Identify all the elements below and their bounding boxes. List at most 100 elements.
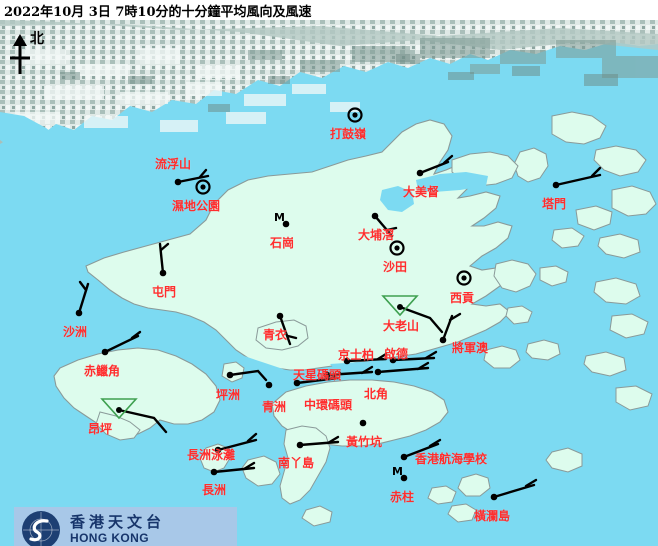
station-label-18: 北角 <box>364 387 389 401</box>
station-marker-6[interactable] <box>371 212 379 220</box>
station-marker-28[interactable] <box>400 474 408 482</box>
station-marker-1[interactable] <box>174 178 182 186</box>
station-marker-8[interactable] <box>159 269 167 277</box>
wind-barb-ngong-ping <box>117 408 168 434</box>
station-marker-7[interactable] <box>389 240 405 256</box>
wind-barb-lamma-island <box>298 435 340 447</box>
wind-barb-cheung-chau-beach <box>216 432 258 452</box>
station-marker-25[interactable] <box>296 441 304 449</box>
station-label-28: 赤柱 <box>390 490 415 504</box>
station-marker-12[interactable] <box>101 348 109 356</box>
station-label-1: 流浮山 <box>155 157 192 171</box>
wind-barb-waglan-island <box>492 478 538 499</box>
title-bar: 2022年10月 3日 7時10分的十分鐘平均風向及風速 <box>0 0 658 20</box>
station-label-8: 屯門 <box>152 285 177 299</box>
station-marker-14[interactable] <box>439 336 447 344</box>
station-label-29: 橫瀾島 <box>474 509 511 523</box>
station-marker-24[interactable] <box>210 468 218 476</box>
station-marker-4[interactable] <box>552 181 560 189</box>
station-marker-27[interactable] <box>400 453 408 461</box>
wind-barb-sha-chau <box>77 280 90 315</box>
station-label-17: 天星碼頭 <box>293 368 342 382</box>
wind-barb-sea-school <box>402 438 442 459</box>
mainland-china-landmass <box>0 20 658 170</box>
station-marker-19[interactable] <box>293 379 301 387</box>
station-marker-22[interactable] <box>100 398 138 420</box>
wind-barb-tai-mei-tuk <box>418 154 454 175</box>
wind-barb-tuen-mun <box>158 242 170 275</box>
station-label-7: 沙田 <box>383 260 408 274</box>
wind-barb-tsing-yi <box>278 314 298 346</box>
station-label-23: 長洲泳灘 <box>187 448 236 462</box>
wind-barb-central-pier <box>295 371 342 385</box>
wind-barb-tseung-kwan-o <box>441 312 462 342</box>
logo-chinese-name: 香港天文台 <box>70 513 166 531</box>
station-marker-9[interactable] <box>75 309 83 317</box>
station-marker-0[interactable] <box>347 107 363 123</box>
station-marker-5[interactable] <box>282 220 290 228</box>
station-marker-2[interactable] <box>195 179 211 195</box>
marine-marker-letter: M <box>392 465 403 478</box>
page-title: 2022年10月 3日 7時10分的十分鐘平均風向及風速 <box>4 5 312 20</box>
wind-barb-cheung-chau <box>212 461 256 474</box>
station-label-5: 石崗 <box>270 236 295 250</box>
station-label-19: 中環碼頭 <box>304 398 353 412</box>
station-marker-17[interactable] <box>323 371 331 379</box>
station-label-20: 青洲 <box>262 400 287 414</box>
map-canvas[interactable]: 北 打鼓嶺流浮山濕地公園 大美督塔門 M 石崗 大埔滘沙田屯門沙洲 西貢大老山赤鱲角 青衣將… <box>0 20 658 546</box>
station-marker-15[interactable] <box>343 357 351 365</box>
station-marker-26[interactable] <box>359 419 367 427</box>
station-label-2: 濕地公園 <box>172 199 221 213</box>
station-markers <box>75 107 560 501</box>
station-label-16: 啟德 <box>384 347 409 361</box>
station-marker-18[interactable] <box>374 368 382 376</box>
station-label-3: 大美督 <box>403 185 440 199</box>
station-marker-21[interactable] <box>226 371 234 379</box>
wind-barbs <box>77 154 602 499</box>
station-label-22: 昂坪 <box>88 422 113 436</box>
station-label-11: 大老山 <box>383 319 420 333</box>
station-label-10: 西貢 <box>450 291 475 305</box>
wind-barb-kai-tak <box>391 350 438 362</box>
station-label-13: 青衣 <box>263 328 288 342</box>
wind-barb-star-ferry <box>325 365 374 377</box>
station-label-21: 坪洲 <box>216 388 241 402</box>
station-label-9: 沙洲 <box>63 325 88 339</box>
hong-kong-landmass <box>53 111 657 527</box>
wind-barb-tai-po-kau <box>373 214 398 238</box>
station-label-27: 香港航海學校 <box>415 452 488 466</box>
north-label: 北 <box>30 31 44 47</box>
station-marker-23[interactable] <box>214 446 222 454</box>
north-arrow-icon <box>10 34 30 74</box>
station-marker-3[interactable] <box>416 169 424 177</box>
station-marker-13[interactable] <box>276 312 284 320</box>
station-label-6: 大埔滘 <box>358 228 395 242</box>
wind-barb-tap-mun <box>554 166 602 187</box>
station-label-25: 南丫島 <box>278 456 315 470</box>
wind-barb-chek-lap-kok <box>103 330 142 354</box>
wind-barb-tates-cairn <box>398 305 444 334</box>
station-label-4: 塔門 <box>542 197 567 211</box>
wind-barb-lau-fau-shan <box>176 168 210 184</box>
station-label-0: 打鼓嶺 <box>330 127 367 141</box>
station-label-24: 長洲 <box>202 483 227 497</box>
map-geometry <box>0 20 658 546</box>
wind-barb-peng-chau <box>228 369 268 382</box>
station-marker-11[interactable] <box>381 295 419 317</box>
station-marker-10[interactable] <box>456 270 472 286</box>
station-label-26: 黃竹坑 <box>346 435 383 449</box>
hko-logo: 香港天文台 HONG KONG OBSERVATORY <box>14 507 237 546</box>
wind-barb-north-point <box>376 361 430 374</box>
station-marker-29[interactable] <box>490 493 498 501</box>
station-label-12: 赤鱲角 <box>84 364 121 378</box>
hko-swirl-emblem-icon <box>22 511 60 546</box>
station-label-15: 京士柏 <box>338 348 375 362</box>
marine-marker-letter: M <box>274 211 285 224</box>
logo-english-name: HONG KONG OBSERVATORY <box>70 531 164 546</box>
north-arrow: 北 <box>6 30 62 78</box>
station-marker-16[interactable] <box>389 356 397 364</box>
station-marker-20[interactable] <box>265 381 273 389</box>
wind-barb-kings-park <box>345 352 388 363</box>
station-label-14: 將軍澳 <box>452 341 489 355</box>
